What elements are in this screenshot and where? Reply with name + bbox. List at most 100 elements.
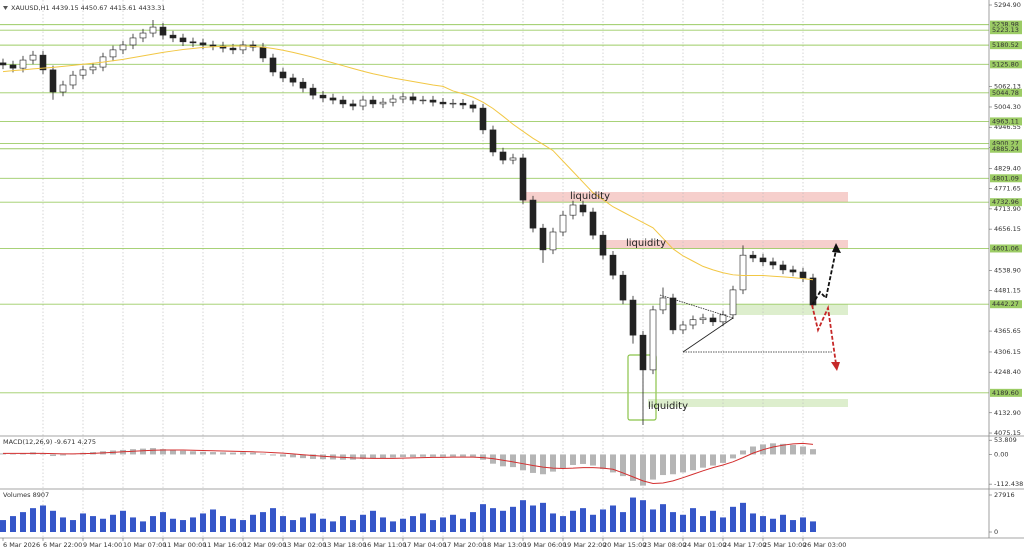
bar xyxy=(630,497,636,533)
bar xyxy=(380,454,386,459)
menu-icon[interactable] xyxy=(3,6,8,10)
bar xyxy=(670,454,676,475)
y-tick-label: 5294.90 xyxy=(994,1,1021,9)
bar xyxy=(540,454,546,475)
candle-body xyxy=(29,54,37,61)
bar xyxy=(490,508,496,533)
bar xyxy=(290,454,296,458)
bar xyxy=(570,510,576,533)
candle-body xyxy=(519,157,527,201)
level-label-bg xyxy=(990,117,1022,126)
x-tick-label: 13 Mar 02:00 xyxy=(283,541,326,549)
bar xyxy=(270,454,276,456)
bar xyxy=(600,454,606,469)
bar xyxy=(510,506,516,533)
bar xyxy=(100,518,106,533)
bar xyxy=(680,454,686,473)
candle-body xyxy=(149,26,157,34)
y-tick-label: 4365.65 xyxy=(994,327,1021,335)
level-label-bg xyxy=(990,26,1022,35)
bar xyxy=(610,505,616,533)
candle-body xyxy=(729,289,737,316)
candle-body xyxy=(529,199,537,229)
candle-body xyxy=(159,26,167,36)
candle-body xyxy=(129,37,137,46)
candle-body xyxy=(559,214,567,233)
x-tick-label: 11 Mar 16:00 xyxy=(203,541,246,549)
bar xyxy=(400,518,406,533)
level-label-bg xyxy=(990,60,1022,69)
y-tick-label: 0 xyxy=(994,528,998,536)
y-tick-label: 4132.90 xyxy=(994,409,1021,417)
bar xyxy=(370,510,376,533)
bar xyxy=(160,512,166,533)
candle-body xyxy=(89,66,97,71)
bar xyxy=(550,513,556,533)
bar xyxy=(660,504,666,533)
level-label-bg xyxy=(990,41,1022,50)
bar xyxy=(230,518,236,533)
candle-body xyxy=(309,87,317,96)
bar xyxy=(450,454,456,457)
bar xyxy=(350,520,356,533)
bar xyxy=(130,449,136,455)
x-tick-label: 6 Mar 22:00 xyxy=(43,541,82,549)
x-tick-label: 26 Mar 03:00 xyxy=(803,541,846,549)
candle-body xyxy=(799,271,807,279)
candle-body xyxy=(539,227,547,251)
y-tick-label: 5062.13 xyxy=(994,83,1021,91)
candle-body xyxy=(0,62,7,66)
level-label: 4801.09 xyxy=(992,174,1019,182)
bar xyxy=(730,454,736,459)
candle-body xyxy=(579,204,587,213)
y-tick-label: 0.00 xyxy=(994,450,1008,458)
bar xyxy=(170,518,176,533)
candle-body xyxy=(689,319,697,326)
candle-body xyxy=(269,57,277,73)
bar xyxy=(770,518,776,533)
candle-body xyxy=(509,157,517,161)
bar xyxy=(420,513,426,533)
candle-body xyxy=(39,54,47,71)
bar xyxy=(740,502,746,533)
bar xyxy=(470,454,476,457)
x-tick-label: 19 Mar 22:00 xyxy=(563,541,606,549)
bar xyxy=(210,509,216,533)
level-label: 5125.80 xyxy=(992,60,1019,68)
candle-body xyxy=(809,277,817,306)
candle-body xyxy=(299,81,307,89)
y-tick-label: 4946.55 xyxy=(994,123,1021,131)
bar xyxy=(620,454,626,477)
candle-body xyxy=(489,129,497,153)
bar xyxy=(430,454,436,457)
candle-body xyxy=(469,104,477,109)
bar xyxy=(220,452,226,455)
bar xyxy=(20,512,26,533)
bar xyxy=(690,454,696,471)
x-tick-label: 12 Mar 09:00 xyxy=(243,541,286,549)
candle-body xyxy=(749,254,757,259)
bar xyxy=(310,454,316,459)
candle-body xyxy=(739,254,747,291)
bar xyxy=(440,517,446,533)
bar xyxy=(200,513,206,533)
y-tick-label: 5004.30 xyxy=(994,103,1021,111)
bar xyxy=(680,514,686,533)
candle-body xyxy=(59,84,67,93)
bar xyxy=(540,502,546,533)
bar xyxy=(650,509,656,533)
bar xyxy=(390,521,396,533)
candle-body xyxy=(79,69,87,76)
bar xyxy=(340,516,346,533)
candle-body xyxy=(189,41,197,44)
candle-body xyxy=(779,264,787,271)
level-label-bg xyxy=(990,174,1022,183)
bar xyxy=(270,508,276,533)
bar xyxy=(710,510,716,533)
y-tick-label: 4829.40 xyxy=(994,164,1021,172)
bar xyxy=(550,454,556,472)
bar xyxy=(150,448,156,455)
candle-body xyxy=(479,107,487,131)
